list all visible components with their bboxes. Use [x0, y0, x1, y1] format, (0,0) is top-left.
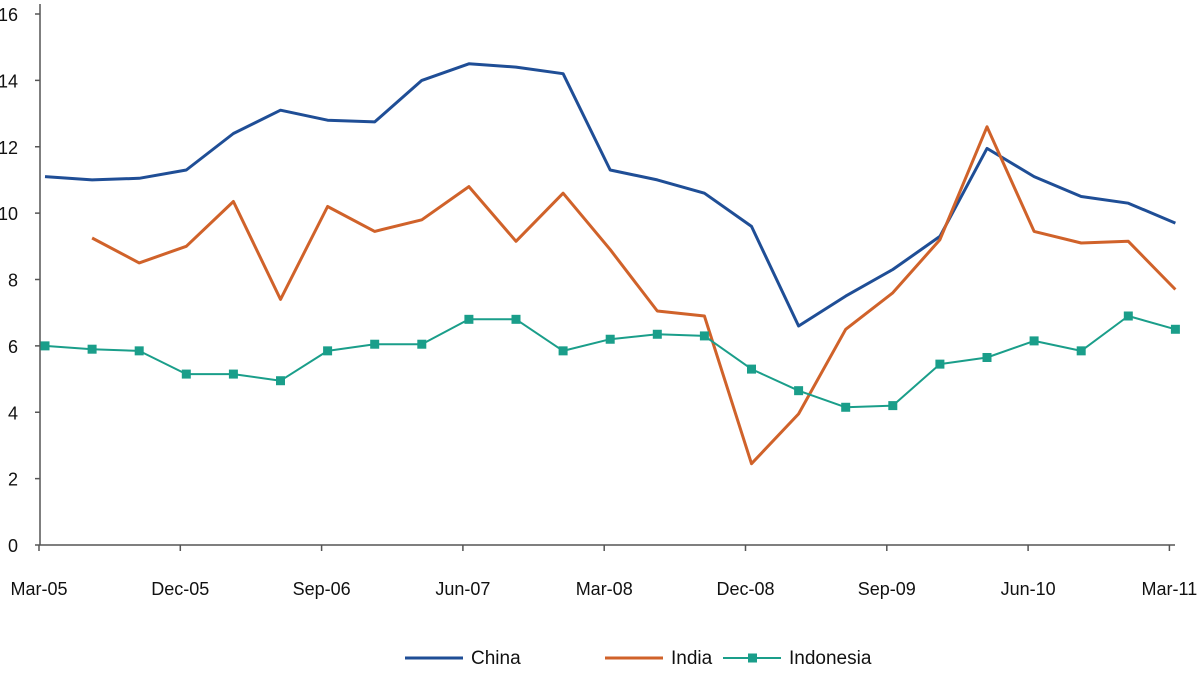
- data-point-indonesia: [228, 369, 238, 379]
- legend-label: Indonesia: [789, 648, 872, 669]
- data-point-indonesia: [323, 346, 333, 356]
- axes: 0 2 4 6 8 10 12 14 16 Mar-05 Dec-05 Sep-06 Jun-07 Mar…: [0, 4, 1197, 599]
- data-point-indonesia: [982, 352, 992, 362]
- y-tick-label: 8: [8, 271, 18, 291]
- y-tick-label: 10: [0, 204, 18, 224]
- data-point-indonesia: [511, 314, 521, 324]
- x-tick-label: Mar-11: [1142, 579, 1198, 599]
- data-point-indonesia: [464, 314, 474, 324]
- y-tick-label: 14: [0, 71, 18, 91]
- y-tick-label: 6: [8, 337, 18, 357]
- legend-item-indonesia: Indonesia: [723, 648, 872, 669]
- data-point-indonesia: [1076, 346, 1086, 356]
- x-tick-label: Sep-06: [293, 579, 351, 599]
- legend-marker: [748, 653, 757, 663]
- data-point-indonesia: [699, 331, 709, 341]
- y-tick-label: 2: [8, 470, 18, 490]
- data-point-indonesia: [417, 339, 427, 349]
- series-line-china: [44, 62, 1176, 328]
- data-point-indonesia: [652, 329, 662, 339]
- x-tick-label: Jun-07: [435, 579, 490, 599]
- y-tick-label: 12: [0, 138, 18, 158]
- data-point-indonesia: [558, 346, 568, 356]
- x-tick-label: Sep-09: [858, 579, 916, 599]
- series-layer: [40, 62, 1180, 466]
- data-point-indonesia: [40, 341, 50, 351]
- series-line-indonesia: [44, 315, 1176, 409]
- data-point-indonesia: [794, 386, 804, 396]
- data-point-indonesia: [134, 346, 144, 356]
- legend-item-india: India: [605, 648, 713, 669]
- x-tick-label: Mar-05: [10, 579, 67, 599]
- data-point-indonesia: [370, 339, 380, 349]
- data-point-indonesia: [935, 359, 945, 369]
- data-point-indonesia: [87, 344, 97, 354]
- legend-item-china: China: [405, 648, 521, 669]
- data-point-indonesia: [841, 402, 851, 412]
- series-india: [91, 125, 1177, 466]
- legend-label: China: [471, 648, 521, 669]
- legend: China India Indonesia: [405, 648, 872, 669]
- data-point-indonesia: [276, 376, 285, 386]
- y-tick-label: 0: [8, 536, 18, 556]
- x-tick-label: Dec-08: [716, 579, 774, 599]
- x-tick-label: Jun-10: [1001, 579, 1056, 599]
- x-tick-label: Mar-08: [576, 579, 633, 599]
- legend-label: India: [671, 648, 713, 669]
- data-point-indonesia: [1029, 336, 1039, 346]
- x-tick-label: Dec-05: [151, 579, 209, 599]
- data-point-indonesia: [181, 369, 191, 379]
- data-point-indonesia: [1123, 311, 1133, 321]
- data-point-indonesia: [747, 364, 756, 374]
- data-point-indonesia: [1170, 324, 1180, 334]
- series-china: [44, 62, 1176, 328]
- data-point-indonesia: [605, 334, 615, 344]
- y-tick-label: 16: [0, 5, 18, 25]
- series-line-india: [91, 125, 1177, 466]
- data-point-indonesia: [888, 401, 898, 411]
- series-indonesia: [40, 311, 1180, 412]
- y-tick-label: 4: [8, 403, 18, 423]
